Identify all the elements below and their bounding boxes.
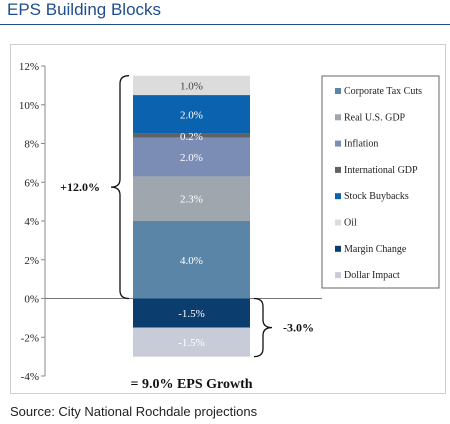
negative-total-label: -3.0% <box>283 321 314 335</box>
data-label-international-gdp: 0.2% <box>180 131 203 143</box>
legend-item-real-u-s-gdp: Real U.S. GDP <box>344 112 406 123</box>
bar-segment-margin-change <box>133 298 250 328</box>
data-label-corporate-tax-cuts: 4.0% <box>180 255 203 267</box>
legend-swatch-dollar-impact <box>335 272 341 279</box>
legend-swatch-real-u-s-gdp <box>335 114 341 121</box>
legend-item-margin-change: Margin Change <box>344 244 407 255</box>
legend-swatch-stock-buybacks <box>335 193 341 200</box>
page-title: EPS Building Blocks <box>7 0 162 19</box>
data-label-margin-change: -1.5% <box>178 308 205 320</box>
bar-segment-stock-buybacks <box>133 95 250 134</box>
y-tick-label: -2% <box>21 332 39 344</box>
data-label-dollar-impact: -1.5% <box>178 337 205 349</box>
y-tick-label: 2% <box>24 255 39 267</box>
positive-total-label: +12.0% <box>60 180 100 194</box>
legend-item-international-gdp: International GDP <box>344 165 418 176</box>
legend-swatch-corporate-tax-cuts <box>335 88 341 94</box>
data-label-inflation: 2.0% <box>180 152 203 164</box>
segment-labels: 4.0% 2.3% 2.0% 0.2% 2.0% 1.0% -1.5% -1.5% <box>178 80 205 349</box>
legend-item-inflation: Inflation <box>344 139 378 150</box>
bar-stack <box>133 75 250 357</box>
bar-segment-dollar-impact <box>133 327 250 357</box>
y-tick-label: 6% <box>24 177 39 189</box>
bar-segment-inflation <box>133 137 250 177</box>
bar-segment-corporate-tax-cuts <box>133 221 250 299</box>
legend-item-dollar-impact: Dollar Impact <box>344 270 400 281</box>
y-tick-label: 0% <box>24 294 39 306</box>
chart-panel <box>10 44 446 394</box>
y-tick-label: 8% <box>24 139 39 151</box>
y-tick-label: 12% <box>19 61 39 73</box>
y-tick-label: -4% <box>21 371 39 383</box>
legend-box <box>321 75 440 289</box>
title-underline <box>0 24 450 25</box>
legend-swatch-international-gdp <box>335 166 341 173</box>
legend-item-stock-buybacks: Stock Buybacks <box>344 191 409 202</box>
y-tick-label: 4% <box>24 216 39 228</box>
legend: Corporate Tax Cuts Real U.S. GDP Inflation… <box>321 75 440 289</box>
legend-swatch-inflation <box>335 140 341 147</box>
data-label-real-u-s-gdp: 2.3% <box>180 194 203 206</box>
legend-item-corporate-tax-cuts: Corporate Tax Cuts <box>344 86 422 97</box>
bar-segment-international-gdp <box>133 133 250 138</box>
bar-segment-oil <box>133 75 250 96</box>
braces: +12.0% -3.0% = 9.0% EPS Growth <box>60 75 314 392</box>
bar-segment-real-u-s-gdp <box>133 176 250 221</box>
legend-item-oil: Oil <box>344 218 357 229</box>
legend-swatch-oil <box>335 219 341 226</box>
source-note: Source: City National Rochdale projectio… <box>10 404 258 419</box>
y-tick-label: 10% <box>19 100 39 112</box>
net-total-label: = 9.0% EPS Growth <box>130 377 252 392</box>
legend-swatch-margin-change <box>335 245 341 252</box>
data-label-oil: 1.0% <box>180 80 203 92</box>
data-label-stock-buybacks: 2.0% <box>180 109 203 121</box>
positive-brace <box>110 75 130 300</box>
negative-brace <box>253 297 273 358</box>
